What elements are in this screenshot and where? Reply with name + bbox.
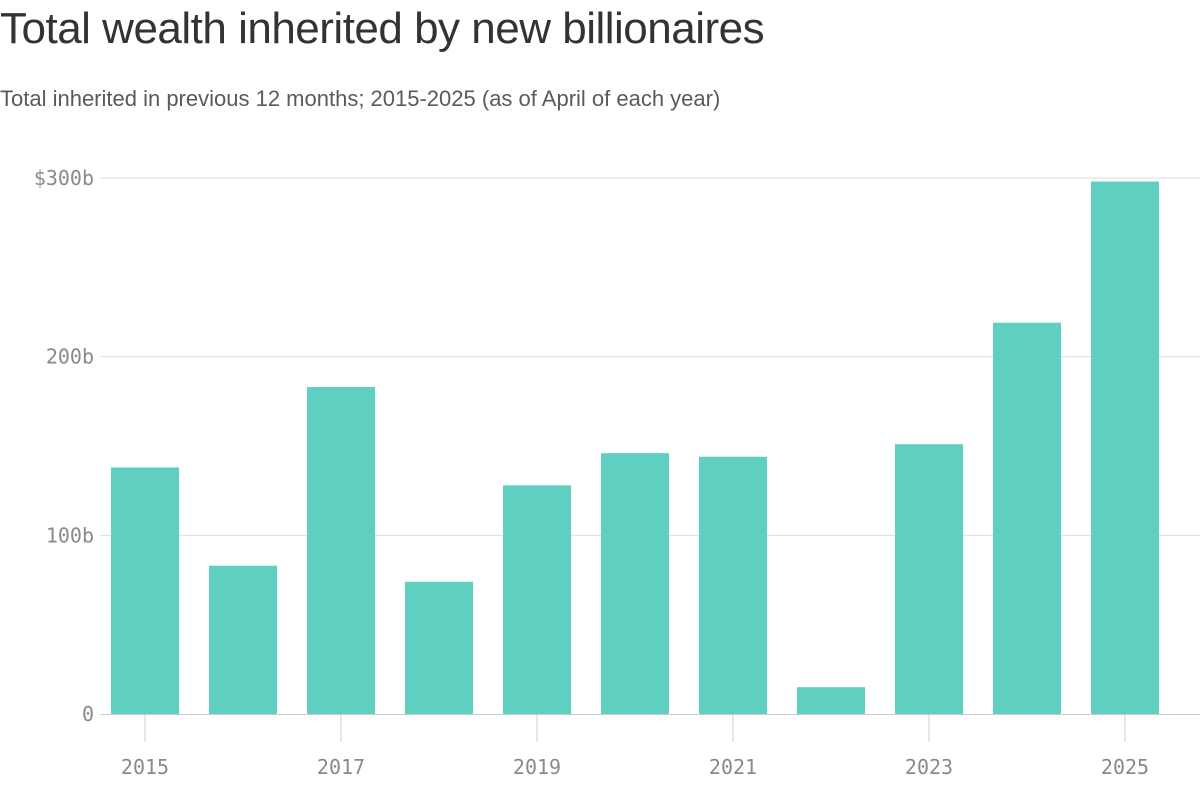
bar-2024 xyxy=(993,322,1061,714)
chart-title: Total wealth inherited by new billionair… xyxy=(0,4,765,53)
y-tick-label: $300b xyxy=(34,166,94,190)
y-tick-label: 200b xyxy=(46,345,94,369)
bar-2022 xyxy=(797,687,865,714)
y-tick-label: 0 xyxy=(82,702,94,726)
bar-2016 xyxy=(209,565,277,714)
x-tick-label: 2023 xyxy=(905,755,953,779)
bar-2020 xyxy=(601,453,669,714)
bar-2025 xyxy=(1091,181,1159,714)
bar-2023 xyxy=(895,444,963,714)
bar-2019 xyxy=(503,485,571,714)
x-tick-label: 2025 xyxy=(1101,755,1149,779)
bar-2017 xyxy=(307,387,375,714)
x-tick-label: 2017 xyxy=(317,755,365,779)
bar-layer xyxy=(111,181,1159,714)
x-tick-label: 2021 xyxy=(709,755,757,779)
x-tick-label: 2015 xyxy=(121,755,169,779)
chart-subtitle: Total inherited in previous 12 months; 2… xyxy=(0,86,721,111)
bar-2021 xyxy=(699,456,767,714)
axis-layer: $300b 200b 100b 0 2015 2017 2019 2021 2023 2025 xyxy=(34,166,1200,779)
bar-2015 xyxy=(111,467,179,714)
y-tick-label: 100b xyxy=(46,523,94,547)
bar-2018 xyxy=(405,581,473,714)
x-tick-label: 2019 xyxy=(513,755,561,779)
